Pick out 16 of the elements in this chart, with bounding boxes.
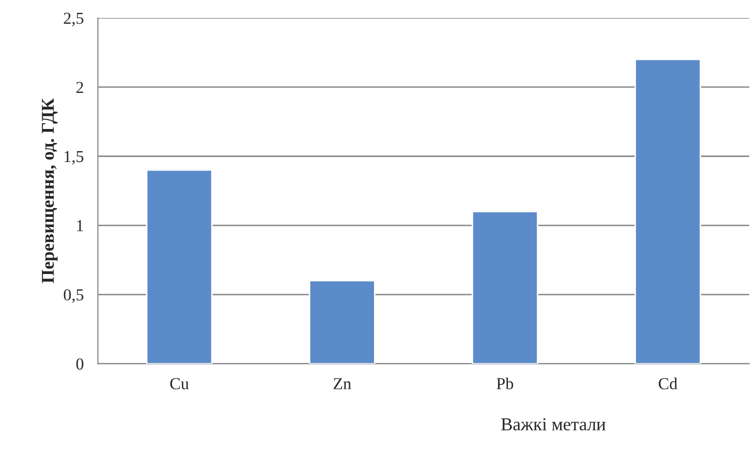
y-tick-label: 1 <box>77 220 83 232</box>
y-tick-label: 2,5 <box>64 12 84 26</box>
x-tick-label: Cd <box>658 378 678 390</box>
bar <box>472 210 538 364</box>
bar <box>146 169 213 364</box>
y-tick-label: 2 <box>76 82 84 93</box>
y-tick-label: 1,5 <box>64 151 84 165</box>
bar <box>308 280 376 364</box>
y-axis-title: Перевищення, од. ГДК <box>42 98 58 284</box>
bar <box>634 58 702 364</box>
x-tick-label: Cu <box>170 378 189 390</box>
x-tick-label: Zn <box>334 378 352 390</box>
x-tick-label: Pb <box>496 378 514 390</box>
x-axis-title: Важкі метали <box>501 418 606 430</box>
y-tick-label: 0 <box>76 358 84 370</box>
y-tick-label: 0,5 <box>64 289 84 303</box>
